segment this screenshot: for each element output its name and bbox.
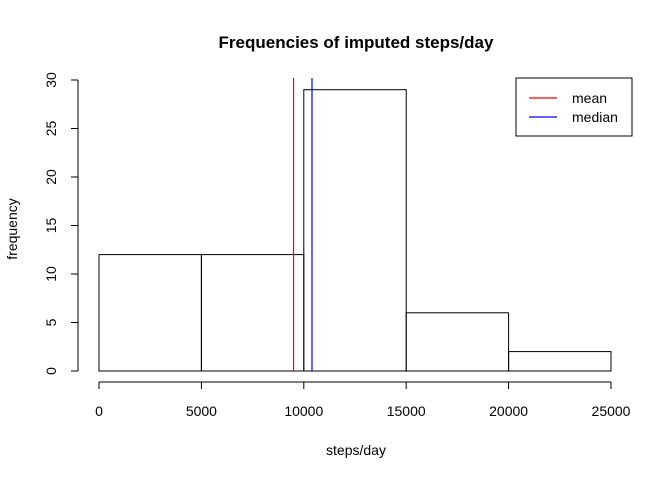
histogram-bar: [508, 351, 612, 372]
x-tick-label: 15000: [387, 403, 426, 419]
x-axis: 0 5000 10000 15000 20000 25000: [95, 381, 631, 419]
histogram-bars: [98, 89, 612, 372]
y-tick-label: 30: [43, 72, 59, 88]
y-tick-label: 20: [43, 169, 59, 185]
histogram-bar: [405, 312, 510, 372]
x-tick-label: 0: [95, 403, 103, 419]
legend-label: mean: [572, 90, 607, 106]
histogram-bar: [98, 254, 202, 372]
y-axis: 0 5 10 15 20 25 30: [43, 72, 79, 375]
chart-title: Frequencies of imputed steps/day: [219, 33, 494, 52]
legend: mean median: [515, 77, 633, 137]
x-axis-label: steps/day: [326, 442, 386, 458]
x-tick-label: 10000: [284, 403, 323, 419]
legend-box: [515, 77, 633, 137]
histogram-bar: [200, 254, 305, 372]
histogram-bar: [303, 89, 407, 372]
x-tick-label: 25000: [592, 403, 631, 419]
x-tick-label: 5000: [186, 403, 217, 419]
y-axis-label: frequency: [4, 198, 20, 259]
x-tick-label: 20000: [489, 403, 528, 419]
y-tick-label: 0: [43, 367, 59, 375]
legend-label: median: [572, 109, 618, 125]
y-tick-label: 10: [43, 266, 59, 282]
reference-lines: [292, 78, 313, 371]
y-tick-label: 15: [43, 218, 59, 234]
y-tick-label: 5: [43, 318, 59, 326]
y-tick-label: 25: [43, 121, 59, 137]
